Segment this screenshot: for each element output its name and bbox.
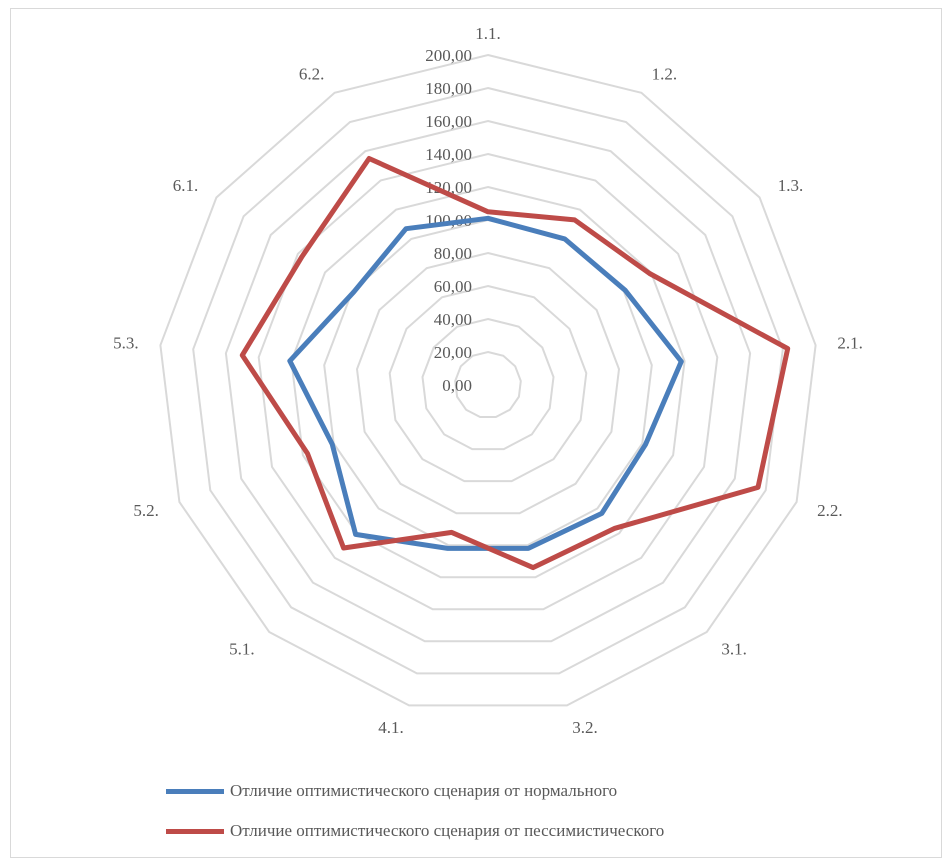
chart-frame: 0,00 20,00 40,00 60,00 80,00 100,00 120,00 140,…: [10, 8, 942, 858]
category-label: 1.1.: [475, 24, 501, 43]
grid-layer: [159, 53, 817, 707]
series-line-0: [287, 215, 684, 551]
legend-label-pessimistic: Отличие оптимистического сценария от пес…: [230, 821, 665, 840]
legend-item-pessimistic: Отличие оптимистического сценария от пес…: [166, 811, 886, 851]
grid-ring-3: [388, 284, 588, 483]
category-label-layer: 1.1. 1.2. 1.3. 2.1. 2.2. 3.1. 3.2. 4.1. 5.1. 5.2.…: [113, 24, 863, 737]
grid-ring-4: [355, 251, 621, 515]
category-label: 1.2.: [652, 64, 678, 83]
legend: Отличие оптимистического сценария от нор…: [166, 771, 886, 851]
tick-label: 20,00: [434, 343, 472, 362]
grid-ring-10: [159, 53, 817, 707]
category-label: 6.2.: [299, 64, 325, 83]
legend-label-normal: Отличие оптимистического сценария от нор…: [230, 781, 618, 800]
legend-item-normal: Отличие оптимистического сценария от нор…: [166, 771, 886, 811]
grid-ring-6: [290, 185, 686, 579]
tick-label: 40,00: [434, 310, 472, 329]
tick-label: 60,00: [434, 277, 472, 296]
tick-label: 0,00: [442, 376, 472, 395]
category-label: 5.2.: [133, 501, 159, 520]
grid-ring-1: [454, 350, 522, 418]
category-label: 6.1.: [173, 176, 199, 195]
grid-ring-2: [421, 317, 555, 451]
category-label: 3.1.: [721, 640, 747, 659]
series-line-1: [239, 156, 791, 571]
category-label: 5.1.: [229, 640, 255, 659]
grid-ring-9: [192, 86, 784, 675]
tick-label: 120,00: [425, 178, 472, 197]
category-label: 3.2.: [572, 718, 598, 737]
tick-label: 180,00: [425, 79, 472, 98]
category-label: 1.3.: [778, 176, 804, 195]
legend-swatch-normal: [166, 788, 224, 794]
tick-layer: 0,0020,0040,0060,0080,00100,00120,00140,…: [425, 46, 472, 395]
category-label: 2.1.: [837, 334, 863, 353]
tick-label: 160,00: [425, 112, 472, 131]
tick-label: 80,00: [434, 244, 472, 263]
tick-label: 140,00: [425, 145, 472, 164]
grid-ring-8: [224, 119, 752, 643]
legend-swatch-pessimistic: [166, 828, 224, 834]
series-layer: [239, 156, 791, 571]
tick-label: 200,00: [425, 46, 472, 65]
grid-ring-5: [323, 218, 653, 547]
category-label: 2.2.: [817, 501, 843, 520]
category-label: 4.1.: [378, 718, 404, 737]
category-label: 5.3.: [113, 334, 139, 353]
radar-chart: 0,0020,0040,0060,0080,00100,00120,00140,…: [113, 24, 863, 737]
